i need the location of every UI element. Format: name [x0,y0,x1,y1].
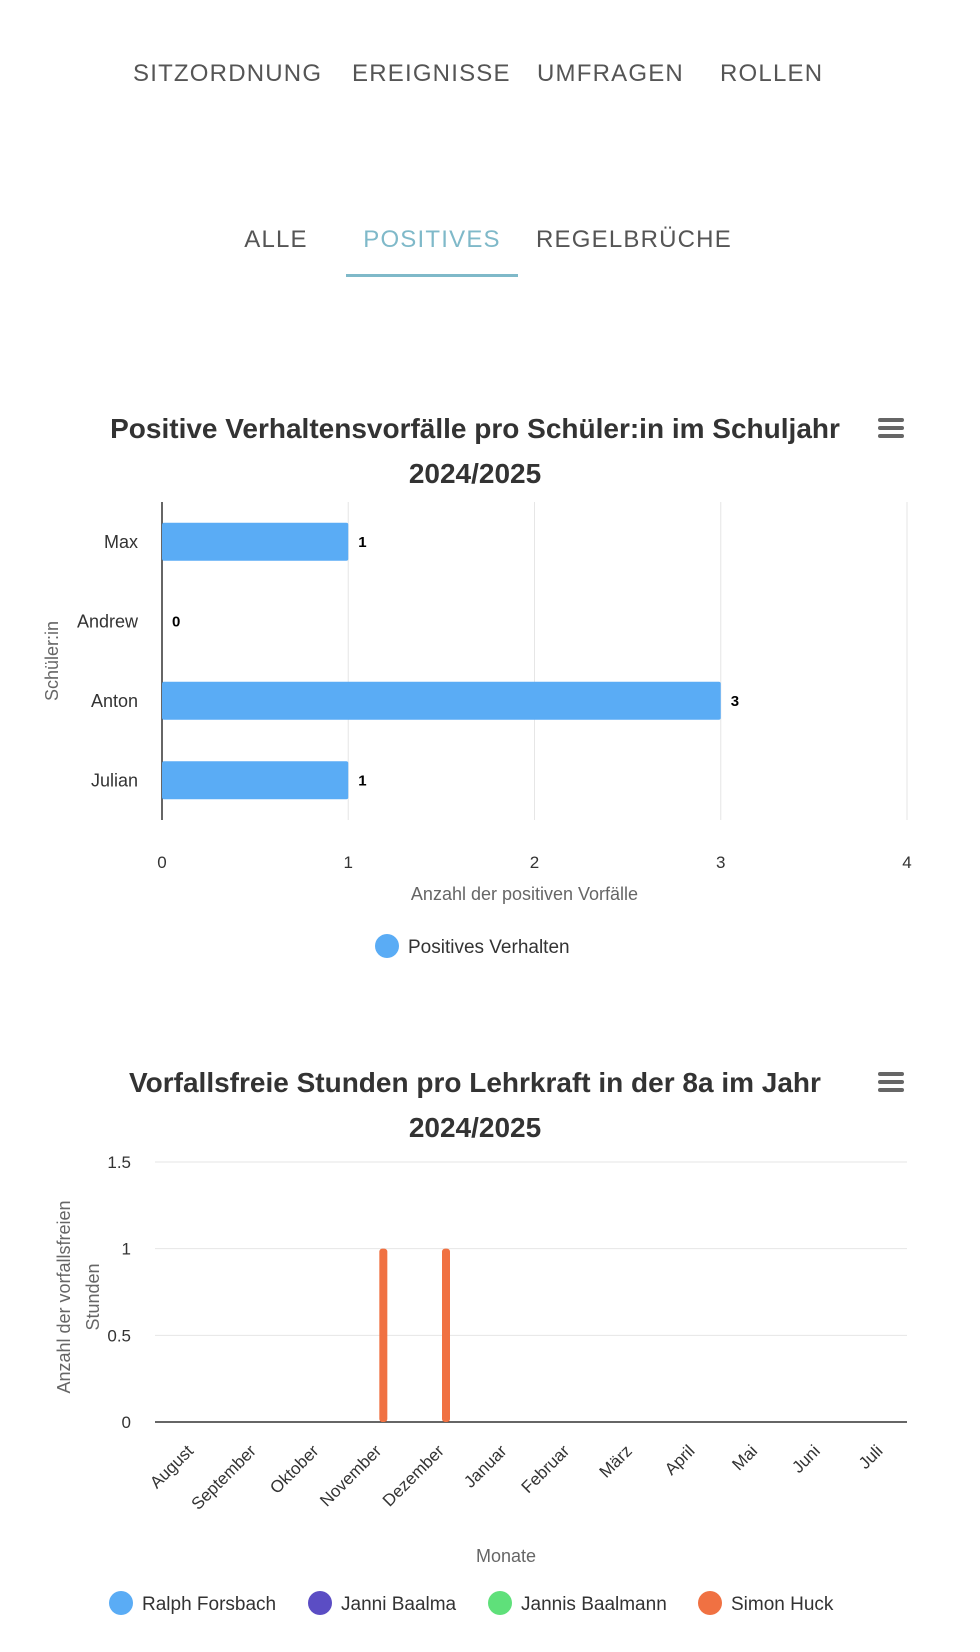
chart2-y-tick-label: 0 [122,1413,131,1432]
active-tab-indicator [346,274,518,277]
chart1-data-label: 0 [172,613,180,630]
chart1-title-line2: 2024/2025 [408,458,542,489]
tab-alle[interactable]: ALLE [244,226,308,253]
chart1-y-axis-title: Schüler:in [42,621,62,701]
nav-item-ereignisse[interactable]: EREIGNISSE [352,60,511,87]
chart2-category-label: Juni [788,1441,823,1476]
chart1-bar [162,681,721,720]
top-navigation: SITZORDNUNG EREIGNISSE UMFRAGEN ROLLEN [0,50,980,100]
nav-item-rollen[interactable]: ROLLEN [720,60,824,87]
chart2-category-label: November [316,1441,385,1510]
chart2-legend-label: Janni Baalma [341,1594,457,1615]
chart1-menu-icon[interactable] [878,418,906,440]
chart2-category-label: April [661,1441,698,1478]
chart2-category-label: Februar [518,1441,574,1497]
chart2-category-label: Dezember [379,1441,448,1510]
chart1-x-tick-label: 3 [716,853,725,872]
chart1-category-label: Julian [91,770,138,790]
chart2-category-label: Januar [460,1441,510,1491]
chart1-x-tick-label: 2 [530,853,539,872]
chart2-legend-marker [308,1591,332,1615]
chart2-legend-label: Ralph Forsbach [142,1594,276,1615]
chart1-title: Positive Verhaltensvorfälle pro Schüler:… [80,406,870,496]
chart1-x-axis-title: Anzahl der positiven Vorfälle [411,884,638,904]
chart2-title-line1: Vorfallsfreie Stunden pro Lehrkraft in d… [129,1067,821,1098]
chart1-bar [162,522,349,561]
chart1-x-tick-label: 1 [344,853,353,872]
chart2-bar [442,1248,450,1422]
chart2-category-label: März [596,1441,636,1481]
chart2-category-label: August [146,1441,197,1492]
tab-positives[interactable]: POSITIVES [363,226,501,253]
chart1-category-label: Anton [91,691,138,711]
chart1-category-label: Max [104,532,138,552]
chart1-svg: 0 1 2 3 4 Max 1 Andrew 0 Anton 3 Julian 1 Anzahl der … [42,502,912,958]
chart2-category-label: Juli [855,1441,886,1472]
chart1-legend-marker [375,934,399,958]
chart1-x-tick-label: 4 [902,853,911,872]
chart1-x-tick-label: 0 [157,853,166,872]
chart1-data-label: 1 [358,772,366,789]
chart2-bar [379,1248,388,1422]
chart2-category-label: Mai [728,1441,761,1474]
chart2-y-tick-label: 1 [122,1240,131,1259]
chart2-y-tick-label: 1.5 [107,1153,131,1172]
chart2-legend-marker [698,1591,722,1615]
filter-tabs: ALLE POSITIVES REGELBRÜCHE [0,212,980,282]
chart2-legend-marker [109,1591,133,1615]
chart2-y-axis-title-line2: Stunden [83,1263,103,1330]
chart2-legend-label: Jannis Baalmann [521,1594,667,1615]
nav-item-sitzordnung[interactable]: SITZORDNUNG [133,60,323,87]
chart1-legend-label: Positives Verhalten [408,937,570,958]
chart1-data-label: 3 [731,693,739,710]
chart1-category-label: Andrew [77,611,139,631]
chart2-title: Vorfallsfreie Stunden pro Lehrkraft in d… [80,1060,870,1150]
tab-regelbrueche[interactable]: REGELBRÜCHE [536,226,732,253]
chart2-y-axis-title-line1: Anzahl der vorfallsfreien [54,1200,74,1393]
chart2-x-axis-title: Monate [476,1546,536,1566]
chart2-category-label: September [188,1441,260,1513]
chart2-menu-icon[interactable] [878,1072,906,1094]
nav-item-umfragen[interactable]: UMFRAGEN [537,60,684,87]
chart1-bar [162,761,349,800]
chart2-legend-label: Simon Huck [731,1594,834,1615]
chart1-data-label: 1 [358,534,366,551]
chart2-y-tick-label: 0.5 [107,1326,131,1345]
chart2-legend-marker [488,1591,512,1615]
chart2-category-label: Oktober [266,1441,322,1497]
chart1-title-line1: Positive Verhaltensvorfälle pro Schüler:… [110,413,840,444]
chart2-title-line2: 2024/2025 [408,1112,542,1143]
